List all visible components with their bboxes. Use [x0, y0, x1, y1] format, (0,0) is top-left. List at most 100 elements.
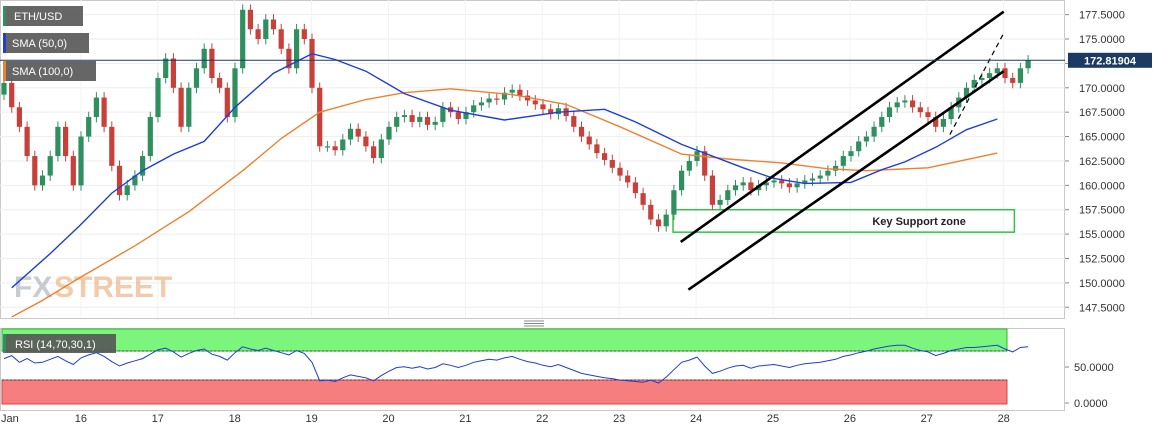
- price-tick-label: 155.0000: [1079, 229, 1125, 241]
- candle-body: [1010, 78, 1016, 83]
- candle-body: [848, 151, 854, 157]
- candle-body: [963, 87, 970, 98]
- candle-body: [571, 116, 577, 127]
- candle-body: [663, 214, 669, 227]
- candle: [116, 160, 123, 201]
- candle-body: [178, 87, 184, 127]
- candle-body: [116, 165, 123, 196]
- candle: [771, 175, 777, 188]
- main-plot-area: [0, 0, 1065, 319]
- candle: [917, 101, 923, 118]
- candle-body: [532, 100, 538, 105]
- channel-lower-line: [687, 70, 1005, 291]
- time-tick-label: 22: [536, 413, 548, 425]
- candle: [201, 43, 207, 74]
- candle: [455, 106, 461, 125]
- candle-body: [509, 89, 515, 93]
- candle: [501, 87, 508, 105]
- candle: [132, 170, 138, 191]
- candle-body: [309, 39, 315, 88]
- candle: [409, 109, 415, 128]
- pane-resize-handle[interactable]: [524, 320, 544, 327]
- candle-body: [594, 144, 600, 154]
- price-tick-label: 157.5000: [1079, 205, 1125, 217]
- candle-body: [602, 153, 608, 160]
- time-tick-label: 16: [75, 413, 87, 425]
- rsi-tick-50: 50.0000: [1074, 362, 1114, 374]
- rsi-oversold-zone: [1, 379, 1008, 405]
- candle: [740, 177, 746, 191]
- candle-body: [55, 126, 61, 157]
- candle: [463, 106, 469, 125]
- candle-body: [278, 29, 284, 49]
- candle-body: [63, 126, 69, 157]
- candle: [232, 62, 238, 123]
- candle: [432, 116, 438, 131]
- legend-item-ethusd[interactable]: ETH/USD: [3, 6, 83, 26]
- candles: [1, 4, 1031, 232]
- candle: [371, 140, 377, 164]
- candle: [602, 147, 608, 166]
- candle: [278, 23, 284, 55]
- candle-body: [232, 68, 238, 118]
- candle-body: [886, 107, 893, 118]
- candle: [378, 134, 384, 164]
- time-tick-label: 21: [459, 413, 471, 425]
- candle-body: [193, 68, 200, 88]
- candle: [217, 72, 223, 94]
- candle-body: [371, 146, 377, 159]
- time-tick-label: 17: [152, 413, 164, 425]
- time-tick-label: 26: [844, 413, 856, 425]
- price-tick-label: 167.5000: [1079, 107, 1125, 119]
- candle-body: [632, 182, 638, 194]
- time-tick-label: 20: [382, 413, 394, 425]
- candle: [802, 175, 808, 189]
- time-tick-label: Jan: [1, 413, 19, 425]
- rsi-legend[interactable]: RSI (14,70,30,1): [3, 334, 116, 353]
- legend-item-sma100[interactable]: SMA (100,0): [3, 61, 96, 81]
- candle: [886, 101, 893, 123]
- candle-body: [902, 100, 908, 103]
- candle-body: [994, 68, 1000, 74]
- candle-body: [147, 117, 153, 157]
- candle: [571, 110, 577, 133]
- candle-body: [871, 126, 877, 137]
- legend-item-sma50[interactable]: SMA (50,0): [3, 33, 89, 53]
- support-zone-box: [672, 208, 1016, 233]
- candle-body: [825, 170, 831, 176]
- candle-body: [363, 136, 369, 147]
- candle: [971, 74, 977, 94]
- candle-body: [109, 126, 115, 166]
- candle-body: [940, 119, 946, 127]
- candle-body: [840, 156, 846, 166]
- candle: [124, 179, 130, 201]
- candle: [1, 77, 7, 100]
- price-gridlines: [0, 14, 1065, 308]
- candle-body: [24, 126, 30, 157]
- candle-body: [979, 78, 985, 80]
- candle: [240, 4, 246, 74]
- candle-body: [763, 182, 769, 186]
- candle: [340, 134, 346, 156]
- candle: [86, 111, 92, 142]
- candle: [1002, 62, 1008, 84]
- candle: [517, 84, 523, 101]
- rsi-tick-0: 0.0000: [1074, 398, 1108, 410]
- price-tick-label: 177.5000: [1079, 10, 1125, 22]
- candle-body: [686, 160, 692, 171]
- legend: ETH/USD SMA (50,0) SMA (100,0): [3, 6, 96, 81]
- legend-label-sma100: SMA (100,0): [12, 66, 73, 78]
- candle-body: [555, 108, 561, 115]
- candle-body: [70, 156, 76, 186]
- candle: [617, 162, 623, 181]
- candle: [948, 101, 954, 125]
- price-tick-label: 147.5000: [1079, 302, 1125, 314]
- price-tick-label: 175.0000: [1079, 34, 1125, 46]
- candle-body: [455, 112, 461, 120]
- sma50-line: [11, 52, 998, 289]
- candle: [725, 184, 731, 206]
- time-tick-label: 25: [767, 413, 779, 425]
- candle: [555, 102, 561, 120]
- candle-body: [247, 9, 253, 30]
